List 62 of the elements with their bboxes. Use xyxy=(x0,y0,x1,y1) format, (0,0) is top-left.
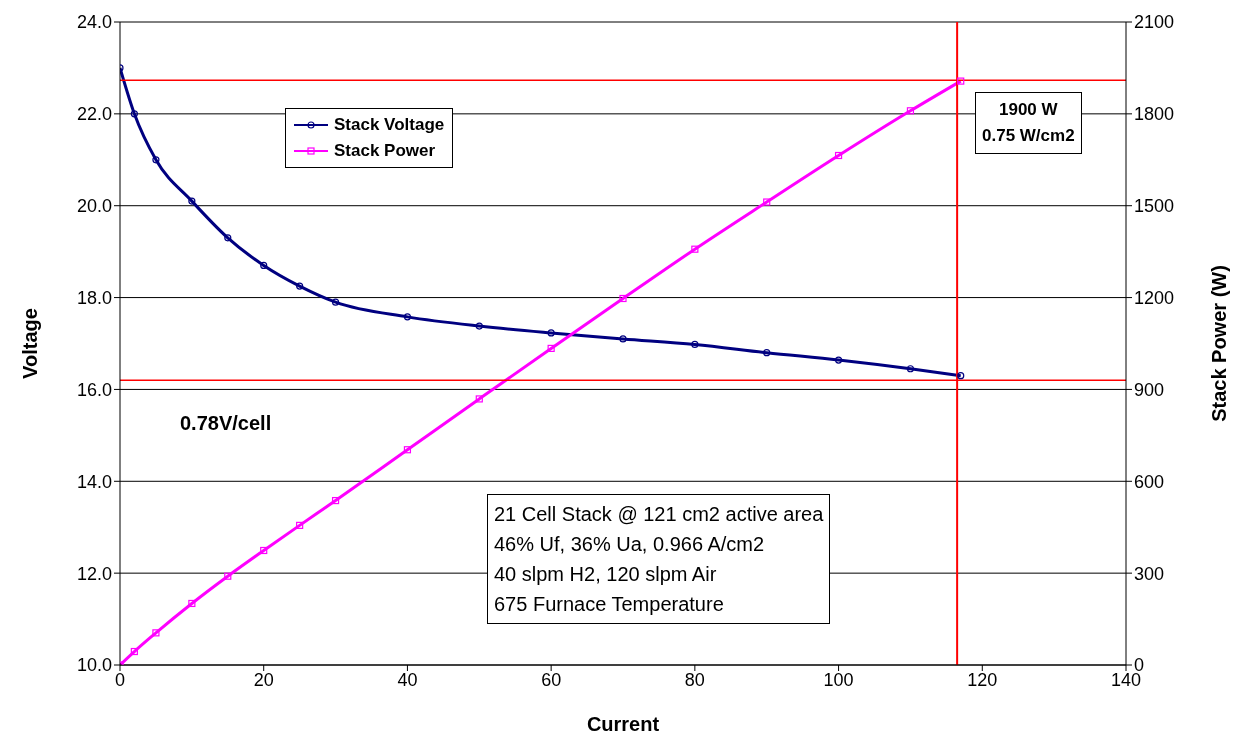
y-tick-label: 24.0 xyxy=(76,12,112,33)
point xyxy=(834,151,843,160)
point xyxy=(691,245,699,253)
y-tick-label: 20.0 xyxy=(76,196,112,217)
point xyxy=(834,356,843,364)
point xyxy=(260,261,268,270)
point xyxy=(296,521,304,529)
y2-tick-label: 600 xyxy=(1134,471,1165,492)
legend-label: Stack Voltage xyxy=(334,114,445,136)
point xyxy=(331,496,340,505)
y-tick-label: 12.0 xyxy=(76,563,112,584)
point xyxy=(763,349,771,357)
x-tick-label: 80 xyxy=(684,669,705,690)
y2-tick-label: 1800 xyxy=(1134,104,1175,125)
point xyxy=(906,365,915,373)
point xyxy=(296,282,304,290)
point xyxy=(130,110,138,118)
point xyxy=(403,313,412,321)
point xyxy=(130,647,138,656)
x-tick-label: 40 xyxy=(397,669,418,690)
point xyxy=(547,344,555,352)
y-tick-label: 14.0 xyxy=(76,471,112,492)
y2-tick-label: 2100 xyxy=(1134,12,1175,33)
x-tick-label: 0 xyxy=(114,669,126,690)
y2-tick-label: 1500 xyxy=(1134,196,1175,217)
point xyxy=(475,395,483,403)
point xyxy=(224,234,232,242)
point xyxy=(619,294,627,303)
point xyxy=(331,298,340,306)
point xyxy=(475,322,483,330)
x-axis-title: Current xyxy=(586,713,660,735)
point xyxy=(763,198,771,206)
x-tick-label: 100 xyxy=(823,669,854,690)
y-tick-label: 10.0 xyxy=(76,655,112,676)
annotation: 21 Cell Stack @ 121 cm2 active area 46% Uf, 36% Ua, 0.966 A/cm2 40 slpm H2, 120 slpm Air 675 Furnace Temperature xyxy=(494,502,824,617)
x-tick-label: 120 xyxy=(967,669,998,690)
point xyxy=(188,197,196,205)
legend-label: Stack Power xyxy=(334,140,436,162)
point xyxy=(403,446,412,454)
y-axis-title: Voltage xyxy=(19,308,42,379)
annotation: 0.78V/cell xyxy=(180,411,272,436)
point xyxy=(619,335,627,343)
point xyxy=(260,546,268,555)
point xyxy=(152,629,160,637)
point xyxy=(691,340,699,349)
point xyxy=(547,329,555,337)
annotation: 1900 W 0.75 W/cm2 xyxy=(982,99,1075,147)
point xyxy=(152,156,160,164)
y2-tick-label: 300 xyxy=(1134,563,1165,584)
y-tick-label: 22.0 xyxy=(76,104,112,125)
point xyxy=(957,372,965,380)
x-tick-label: 60 xyxy=(541,669,562,690)
point xyxy=(224,572,232,580)
x-tick-label: 20 xyxy=(253,669,274,690)
y2-tick-label: 900 xyxy=(1134,379,1165,400)
y2-axis-title: Stack Power (W) xyxy=(1208,265,1231,422)
y2-tick-label: 1200 xyxy=(1134,287,1175,308)
y-tick-label: 18.0 xyxy=(76,287,112,308)
point xyxy=(957,77,965,85)
y-tick-label: 16.0 xyxy=(76,379,112,400)
point xyxy=(188,599,196,608)
point xyxy=(906,107,915,115)
